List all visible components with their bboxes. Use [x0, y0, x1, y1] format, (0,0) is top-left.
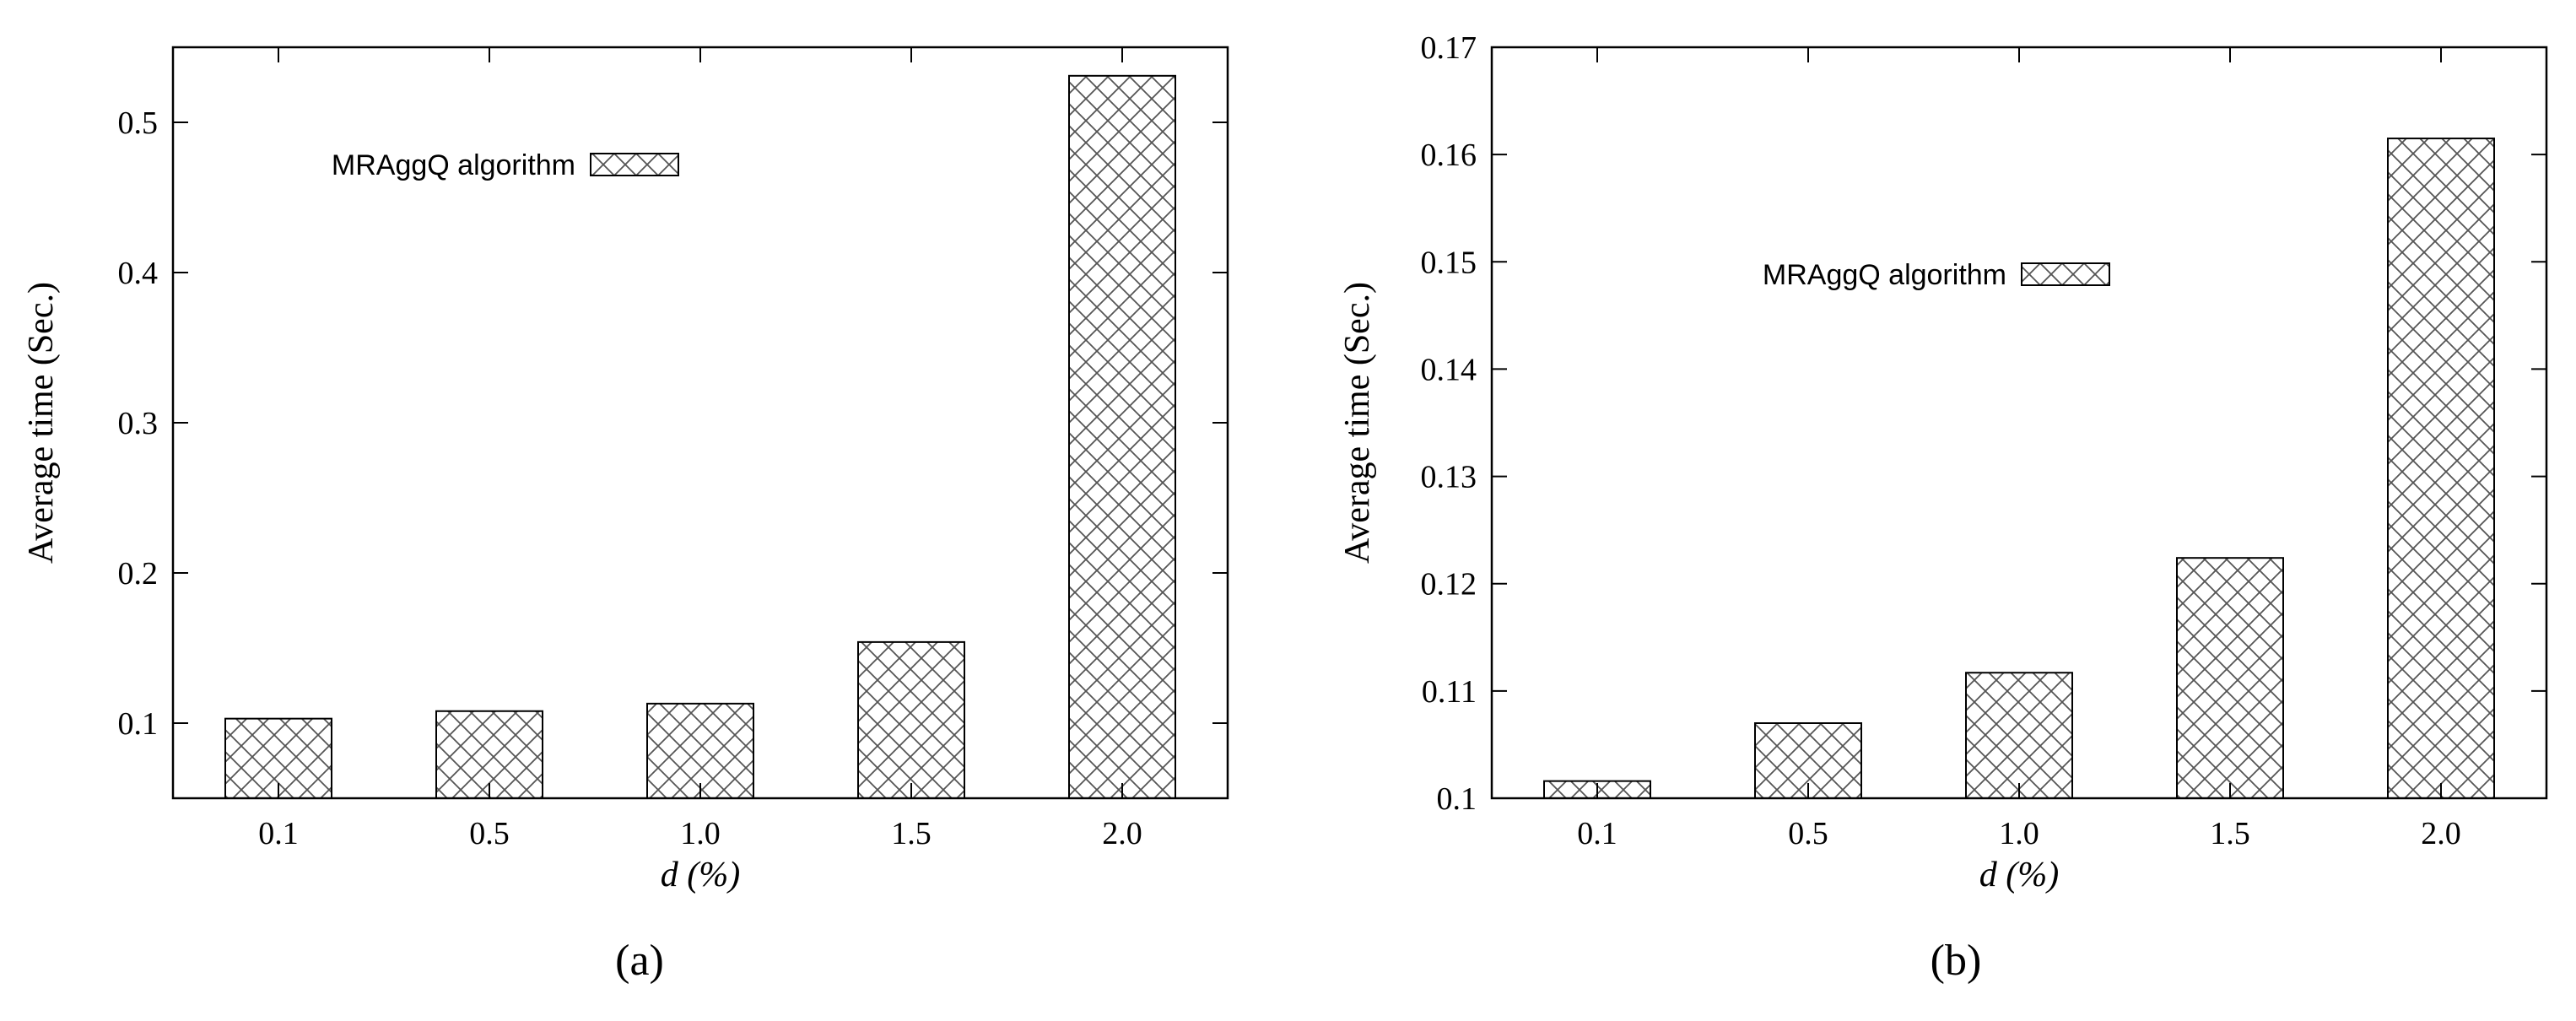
y-tick-label: 0.15	[1421, 245, 1477, 280]
x-tick-label: 0.5	[469, 816, 510, 851]
bar	[1068, 74, 1176, 799]
x-tick-label: 1.5	[891, 816, 932, 851]
chart-panel-b: 0.1 0.11 0.12 0.13 0.14 0.15 0.16 0.17 0.1 0.5 1.0…	[1338, 30, 2548, 985]
y-axis-title: Average time (Sec.)	[1338, 282, 1377, 564]
bar	[1965, 672, 2073, 799]
y-tick-label: 0.13	[1421, 460, 1477, 495]
bar	[857, 640, 965, 799]
x-axis-title: d (%)	[661, 856, 740, 894]
y-tick-label: 0.4	[118, 256, 159, 291]
y-axis-title: Average time (Sec.)	[22, 282, 61, 564]
y-tick-label: 0.16	[1421, 138, 1477, 173]
x-tick-label: 1.5	[2210, 816, 2250, 851]
x-tick-label: 2.0	[1102, 816, 1142, 851]
y-tick-label: 0.2	[118, 556, 159, 592]
legend-label: MRAggQ algorithm	[1763, 259, 2006, 291]
y-tick-label: 0.17	[1421, 30, 1477, 66]
panel-label: (a)	[615, 937, 664, 985]
y-tick-label: 0.11	[1422, 674, 1477, 710]
x-tick-label: 1.0	[1999, 816, 2039, 851]
x-tick-label: 0.1	[1577, 816, 1617, 851]
legend-swatch	[590, 153, 679, 176]
x-tick-label: 2.0	[2421, 816, 2461, 851]
x-tick-label: 1.0	[680, 816, 721, 851]
x-axis-title: d (%)	[1979, 856, 2059, 894]
legend-label: MRAggQ algorithm	[332, 149, 575, 181]
y-tick-label: 0.14	[1421, 352, 1477, 387]
x-tick-label: 0.1	[258, 816, 299, 851]
y-tick-label: 0.1	[118, 706, 159, 742]
legend-swatch	[2021, 262, 2110, 286]
bar	[2176, 557, 2284, 799]
y-tick-label: 0.12	[1421, 567, 1477, 602]
bar	[2387, 138, 2495, 800]
y-tick-label: 0.5	[118, 105, 159, 141]
x-tick-label: 0.5	[1788, 816, 1828, 851]
bar	[646, 702, 754, 799]
panel-label: (b)	[1931, 937, 1982, 985]
y-tick-label: 0.3	[118, 406, 159, 441]
y-tick-label: 0.1	[1437, 781, 1477, 817]
chart-panel-a: 0.1 0.2 0.3 0.4 0.5 0.1 0.5 1.0 1.5 2.0 d (%) Avera…	[22, 46, 1229, 985]
